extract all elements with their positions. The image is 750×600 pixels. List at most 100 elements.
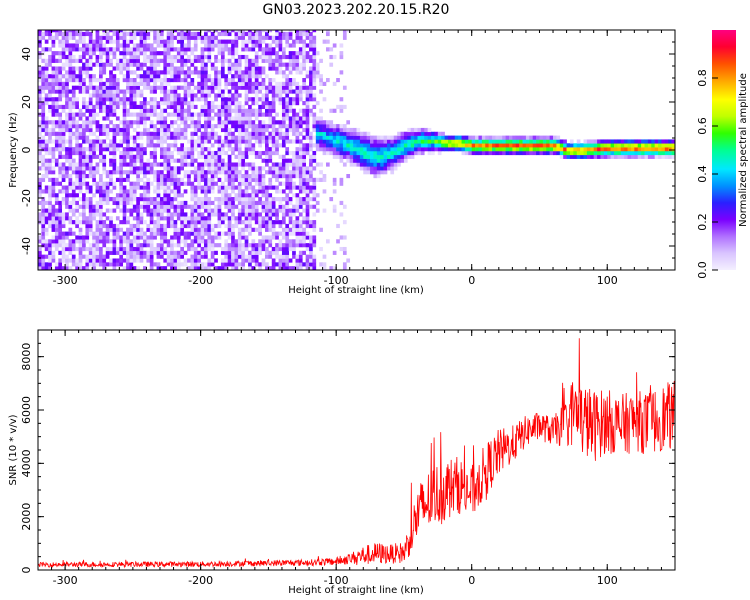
heatmap-cell: [105, 62, 110, 67]
heatmap-cell: [248, 266, 252, 270]
heatmap-cell: [285, 150, 290, 156]
heatmap-cell: [403, 147, 408, 152]
heatmap-cell: [417, 150, 422, 156]
heatmap-cell: [132, 216, 137, 221]
heatmap-cell: [173, 112, 178, 117]
heatmap-cell: [197, 166, 201, 171]
heatmap-cell: [129, 162, 134, 167]
heatmap-cell: [176, 116, 181, 121]
heatmap-cell: [278, 174, 283, 179]
heatmap-cell: [136, 31, 140, 37]
heatmap-cell: [231, 185, 235, 190]
heatmap-cell: [278, 66, 283, 71]
heatmap-cell: [75, 246, 79, 252]
heatmap-cell: [265, 104, 269, 110]
heatmap-cell: [414, 127, 418, 133]
heatmap-cell: [170, 112, 174, 117]
heatmap-cell: [309, 262, 313, 267]
heatmap-cell: [661, 147, 666, 152]
heatmap-cell: [644, 143, 649, 148]
heatmap-cell: [112, 227, 117, 232]
heatmap-cell: [210, 150, 215, 156]
heatmap-cell: [664, 154, 669, 159]
heatmap-cell: [61, 170, 66, 175]
heatmap-cell: [82, 120, 86, 125]
heatmap-cell: [298, 85, 303, 90]
heatmap-cell: [237, 174, 242, 179]
heatmap-cell: [281, 143, 286, 148]
heatmap-cell: [71, 185, 76, 190]
heatmap-cell: [305, 166, 310, 171]
heatmap-cell: [288, 30, 293, 33]
heatmap-cell: [234, 266, 239, 270]
heatmap-cell: [220, 62, 225, 67]
heatmap-cell: [95, 147, 100, 152]
heatmap-cell: [92, 131, 96, 136]
heatmap-cell: [370, 158, 374, 163]
heatmap-cell: [244, 189, 249, 194]
heatmap-cell: [153, 147, 157, 152]
heatmap-cell: [410, 127, 415, 133]
bottom-y-axis-label: SNR (10 * v/v): [8, 414, 19, 485]
heatmap-cell: [298, 204, 303, 209]
heatmap-cell: [200, 174, 205, 179]
heatmap-cell: [224, 204, 229, 209]
heatmap-cell: [576, 143, 581, 148]
heatmap-cell: [227, 220, 232, 225]
heatmap-cell: [227, 162, 232, 167]
heatmap-cell: [105, 54, 110, 60]
heatmap-cell: [170, 204, 174, 209]
heatmap-cell: [41, 101, 46, 106]
heatmap-cell: [95, 227, 100, 232]
heatmap-cell: [488, 147, 493, 152]
heatmap-cell: [671, 154, 675, 159]
heatmap-cell: [166, 93, 171, 98]
heatmap-cell: [193, 58, 198, 63]
heatmap-cell: [143, 254, 147, 259]
heatmap-cell: [54, 231, 59, 236]
heatmap-cell: [281, 262, 286, 267]
heatmap-cell: [200, 246, 205, 252]
heatmap-cell: [322, 135, 327, 140]
heatmap-cell: [217, 197, 222, 202]
heatmap-cell: [65, 189, 69, 194]
heatmap-cell: [339, 127, 344, 133]
heatmap-cell: [170, 62, 174, 67]
heatmap-cell: [51, 147, 56, 152]
heatmap-cell: [254, 30, 259, 33]
heatmap-cell: [234, 74, 239, 79]
heatmap-cell: [380, 154, 384, 159]
heatmap-cell: [44, 231, 49, 236]
heatmap-cell: [65, 81, 69, 86]
heatmap-cell: [309, 139, 313, 144]
heatmap-cell: [353, 150, 357, 156]
x-tick-label: -200: [188, 274, 213, 287]
heatmap-cell: [115, 143, 120, 148]
heatmap-cell: [132, 93, 137, 98]
heatmap-cell: [166, 97, 171, 102]
heatmap-cell: [244, 162, 249, 167]
heatmap-cell: [102, 66, 107, 71]
heatmap-cell: [248, 30, 252, 33]
heatmap-cell: [265, 150, 269, 156]
heatmap-cell: [176, 193, 181, 198]
heatmap-cell: [183, 162, 188, 167]
heatmap-cell: [193, 227, 198, 232]
heatmap-cell: [122, 193, 127, 198]
heatmap-cell: [95, 139, 100, 144]
heatmap-cell: [658, 147, 662, 152]
heatmap-cell: [254, 108, 259, 113]
heatmap-cell: [268, 204, 273, 209]
heatmap-cell: [65, 200, 69, 206]
heatmap-cell: [85, 70, 90, 75]
heatmap-cell: [295, 66, 300, 71]
heatmap-cell: [271, 220, 276, 225]
heatmap-cell: [129, 250, 134, 255]
heatmap-cell: [68, 246, 73, 252]
heatmap-cell: [183, 74, 188, 79]
heatmap-cell: [156, 162, 161, 167]
heatmap-cell: [139, 212, 144, 217]
heatmap-cell: [292, 204, 296, 209]
heatmap-cell: [139, 162, 144, 167]
heatmap-cell: [312, 93, 317, 98]
